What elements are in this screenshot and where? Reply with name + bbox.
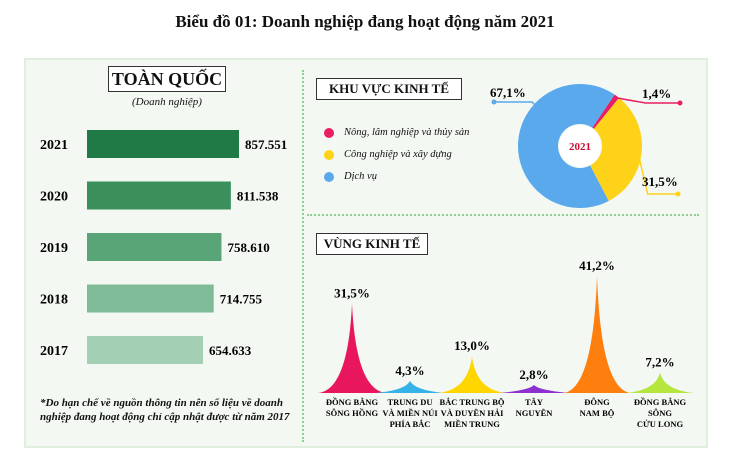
peak-value-label: 2,8% bbox=[519, 367, 548, 382]
bar bbox=[87, 233, 222, 261]
bar-category-label: 2020 bbox=[40, 190, 68, 205]
region-peak bbox=[318, 303, 386, 393]
national-title: TOÀN QUỐC bbox=[108, 66, 226, 92]
legend-item-industry: Công nghiệp và xây dựng bbox=[324, 149, 452, 160]
bar bbox=[87, 130, 239, 158]
region-peak bbox=[500, 385, 568, 393]
national-unit: (Doanh nghiệp) bbox=[132, 96, 202, 108]
region-peak bbox=[626, 372, 694, 393]
horizontal-divider bbox=[307, 214, 699, 216]
bar-value-label: 714.755 bbox=[220, 292, 263, 307]
pie-slice bbox=[590, 97, 642, 201]
leader-line bbox=[636, 151, 678, 195]
leader-line bbox=[615, 97, 680, 104]
peak-category-label: BẮC TRUNG BỘ bbox=[439, 397, 504, 407]
peak-value-label: 41,2% bbox=[579, 258, 615, 273]
leader-dot bbox=[491, 99, 497, 105]
bar-value-label: 857.551 bbox=[245, 137, 287, 152]
peak-category-label: ĐỒNG BẰNG bbox=[634, 397, 687, 407]
bar bbox=[87, 181, 231, 210]
sector-title: KHU VỰC KINH TẾ bbox=[316, 78, 462, 100]
peak-category-label: ĐỒNG BẰNG bbox=[326, 397, 379, 407]
pie-slice bbox=[592, 94, 620, 129]
legend-item-services: Dịch vụ bbox=[324, 171, 377, 182]
peak-category-label: VÀ DUYÊN HẢI bbox=[441, 408, 505, 418]
bar-category-label: 2019 bbox=[40, 241, 68, 256]
leader-dot bbox=[677, 100, 683, 106]
peak-category-label: NGUYÊN bbox=[516, 408, 554, 418]
legend-dot-agriculture bbox=[324, 127, 334, 138]
legend-label-services: Dịch vụ bbox=[344, 171, 377, 182]
footnote: *Do hạn chế về nguồn thông tin nên số li… bbox=[40, 397, 290, 423]
slice-value-label: 1,4% bbox=[642, 86, 671, 101]
region-peak bbox=[376, 380, 444, 393]
bar-category-label: 2021 bbox=[40, 138, 68, 153]
slice-value-label: 31,5% bbox=[642, 174, 678, 189]
region-peak bbox=[438, 356, 506, 393]
region-peak bbox=[563, 276, 631, 393]
chart-title: Biểu đồ 01: Doanh nghiệp đang hoạt động … bbox=[175, 12, 555, 31]
slice-value-label: 67,1% bbox=[490, 85, 526, 100]
peak-value-label: 7,2% bbox=[645, 355, 674, 370]
leader-dot bbox=[675, 191, 681, 197]
bar-value-label: 654.633 bbox=[209, 343, 252, 358]
leader-line bbox=[494, 101, 541, 111]
peak-category-label: TRUNG DU bbox=[387, 397, 432, 407]
peak-category-label: SÔNG HỒNG bbox=[326, 408, 379, 418]
peak-value-label: 13,0% bbox=[454, 338, 490, 353]
bar-category-label: 2018 bbox=[40, 293, 68, 308]
peak-value-label: 31,5% bbox=[334, 286, 370, 301]
peak-category-label: MIỀN TRUNG bbox=[444, 419, 500, 429]
legend-dot-services bbox=[324, 171, 334, 182]
bar-category-label: 2017 bbox=[40, 344, 68, 359]
region-title: VÙNG KINH TẾ bbox=[316, 233, 428, 255]
peak-category-label: VÀ MIỀN NÚI bbox=[382, 408, 438, 418]
sector-donut-chart: 2021 1,4% 31,5% 67,1% bbox=[490, 83, 683, 208]
vertical-divider bbox=[302, 70, 304, 442]
bar-value-label: 758.610 bbox=[227, 240, 269, 255]
national-bar-chart: 2021 857.551 2020 811.538 2019 758.610 2018 714… bbox=[40, 130, 287, 364]
bar-value-label: 811.538 bbox=[237, 189, 279, 204]
peak-category-label: TÂY bbox=[525, 397, 543, 407]
peak-category-label: CỬU LONG bbox=[637, 419, 684, 429]
legend-label-industry: Công nghiệp và xây dựng bbox=[344, 149, 452, 160]
donut-center-label: 2021 bbox=[569, 141, 591, 153]
donut-center bbox=[559, 125, 601, 167]
peak-category-label: PHÍA BẮC bbox=[390, 419, 431, 429]
peak-category-label: ĐÔNG bbox=[584, 397, 610, 407]
legend-item-agriculture: Nông, lâm nghiệp và thủy sản bbox=[324, 127, 469, 138]
pie-slice bbox=[518, 83, 615, 208]
bar bbox=[87, 336, 204, 364]
peak-category-label: SÔNG bbox=[648, 408, 672, 418]
legend-label-agriculture: Nông, lâm nghiệp và thủy sản bbox=[344, 127, 470, 138]
bar bbox=[87, 284, 214, 313]
peak-category-label: NAM BỘ bbox=[580, 408, 615, 418]
peak-value-label: 4,3% bbox=[395, 363, 424, 378]
legend-dot-industry bbox=[324, 149, 334, 160]
